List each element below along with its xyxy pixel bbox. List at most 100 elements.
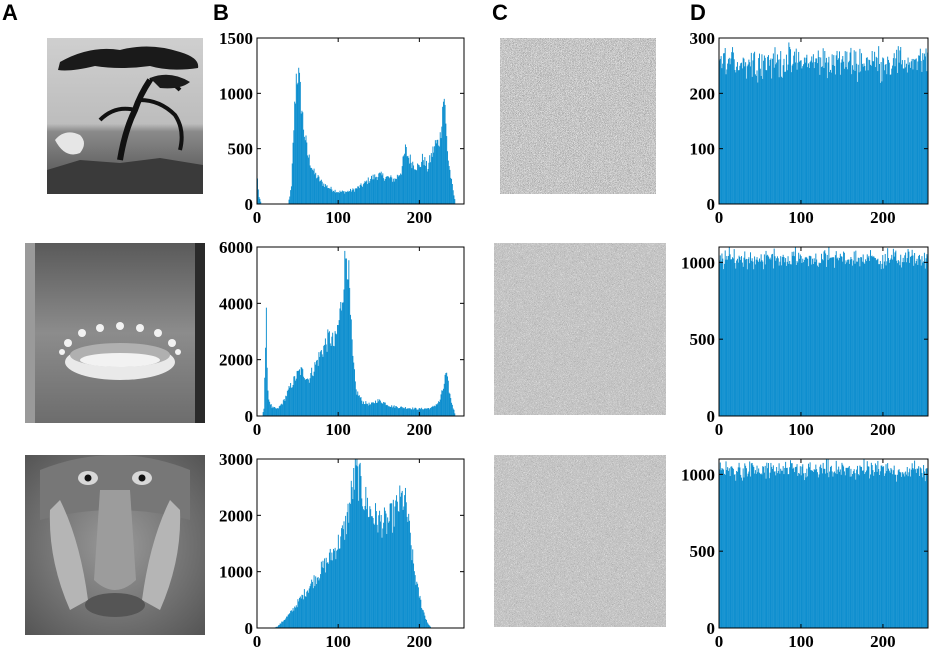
histogram-bar	[723, 53, 725, 204]
histogram-bar	[429, 155, 431, 204]
histogram-bar	[821, 473, 823, 628]
histogram-bar	[411, 168, 413, 204]
histogram-bar	[384, 510, 386, 628]
histogram-bar	[910, 61, 912, 204]
histogram-bar	[295, 103, 296, 204]
histogram-bar	[757, 260, 759, 416]
histogram-bar	[798, 472, 800, 628]
histogram-bar	[799, 466, 801, 628]
histogram-bar	[275, 408, 277, 416]
histogram-bar	[770, 259, 772, 416]
histogram-bar	[901, 262, 903, 416]
histogram-bar	[848, 466, 850, 628]
histogram-bar	[920, 468, 922, 628]
histogram-bar	[392, 499, 394, 628]
histogram-bar	[352, 355, 354, 416]
histogram-bar	[393, 526, 395, 628]
histogram-bar	[837, 257, 839, 416]
histogram-bar	[389, 503, 391, 628]
histogram-bar	[286, 396, 288, 416]
histogram-bar	[821, 67, 823, 204]
histogram-bar	[442, 388, 444, 416]
histogram-bar	[813, 469, 815, 628]
histogram-bar	[829, 72, 831, 204]
histogram-bar	[313, 168, 315, 204]
histogram-bar	[818, 262, 820, 416]
histogram-bar	[896, 481, 898, 628]
histogram-bar	[750, 260, 752, 416]
histogram-bar	[854, 473, 856, 628]
histogram-bar	[896, 263, 898, 416]
histogram-bar	[387, 406, 389, 416]
histogram-bar	[446, 136, 448, 204]
histogram-bar	[786, 467, 788, 628]
x-tick-label: 200	[870, 208, 896, 227]
histogram-bar	[815, 253, 817, 416]
histogram-bar	[871, 51, 873, 204]
histogram-bar	[882, 255, 884, 416]
histogram-bar	[889, 260, 891, 416]
histogram-bar	[758, 58, 760, 205]
histogram-bar	[736, 260, 738, 416]
histogram-bar	[409, 408, 410, 416]
histogram-bar	[362, 403, 364, 416]
histogram-bar	[374, 174, 376, 204]
histogram-bar	[328, 552, 330, 628]
histogram-bar	[332, 560, 334, 628]
histogram-bar	[404, 153, 406, 204]
histogram-bar	[796, 69, 798, 204]
histogram-bar	[764, 465, 766, 628]
histogram-bar	[323, 568, 325, 628]
histogram-bar	[420, 409, 422, 416]
histogram-bar	[342, 529, 344, 628]
histogram-bar	[901, 476, 903, 628]
histogram-bar	[309, 165, 311, 204]
histogram-bar	[289, 387, 291, 416]
histogram-bar	[451, 178, 453, 204]
histogram-bar	[726, 470, 728, 628]
histogram-bar	[738, 462, 740, 628]
histogram-bar	[902, 474, 904, 628]
histogram-bar	[331, 189, 333, 204]
histogram-bar	[804, 62, 806, 205]
histogram-bar	[444, 104, 446, 204]
histogram-bar	[803, 64, 805, 204]
histogram-bar	[832, 64, 834, 205]
panel-label-a: A	[2, 0, 18, 25]
histogram-bar	[321, 181, 323, 204]
histogram-bar	[923, 465, 925, 628]
histogram-bar	[808, 467, 810, 628]
histogram-bar	[841, 462, 843, 628]
histogram-bar	[411, 560, 413, 628]
histogram-bar	[781, 470, 783, 628]
histogram-bar	[851, 259, 853, 416]
histogram-bar	[790, 463, 792, 628]
histogram-bar	[752, 465, 754, 628]
histogram-bar	[318, 580, 320, 628]
histogram-bar	[852, 265, 854, 416]
histogram-bar	[786, 261, 788, 416]
histogram-bar	[308, 154, 310, 204]
histogram-bar	[371, 179, 373, 204]
histogram-bar	[348, 260, 350, 416]
histogram-bar	[874, 463, 876, 628]
histogram-bar	[857, 474, 859, 628]
histogram-bar	[375, 176, 377, 204]
histogram-bar	[788, 263, 790, 416]
histogram-bar	[311, 168, 313, 204]
histogram-bar	[338, 192, 340, 204]
histogram-bar	[434, 140, 436, 204]
histogram-bar	[397, 511, 399, 628]
x-tick-label: 0	[715, 420, 724, 439]
histogram-bar	[756, 257, 758, 416]
histogram-bar	[896, 260, 898, 416]
histogram-bar	[767, 254, 769, 416]
histogram-bar	[812, 470, 814, 628]
histogram-bar	[805, 477, 807, 628]
histogram-bar	[874, 67, 876, 204]
histogram-bar	[760, 75, 762, 204]
histogram-bar	[404, 408, 406, 416]
histogram-bar	[336, 334, 338, 416]
histogram-bar	[416, 170, 418, 204]
histogram-bar	[854, 263, 856, 416]
